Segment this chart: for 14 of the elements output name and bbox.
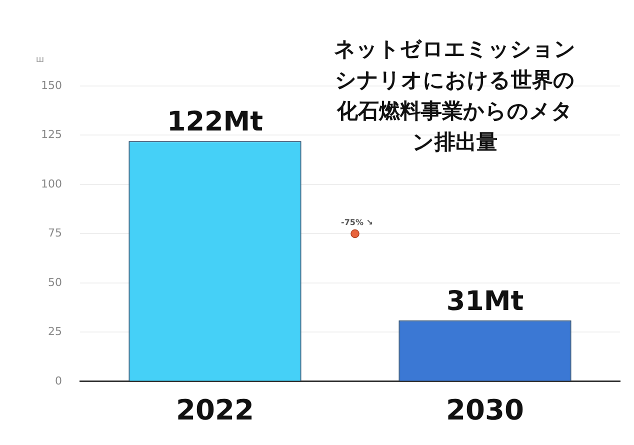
x-tick-label: 2030 bbox=[446, 393, 524, 426]
y-tick-label: 150 bbox=[41, 78, 62, 92]
y-tick-label: 125 bbox=[41, 128, 62, 142]
y-tick-label: 0 bbox=[55, 374, 62, 388]
annotation: -75% ↘ bbox=[341, 218, 373, 227]
data-label: 122Mt bbox=[166, 106, 264, 138]
y-axis-title: ш bbox=[36, 54, 44, 65]
data-label: 31Mt bbox=[446, 286, 524, 317]
chart-title: ネットゼロエミッションシナリオにおける世界の化石燃料事業からのメタン排出量 bbox=[333, 36, 577, 156]
y-tick-label: 75 bbox=[48, 226, 62, 240]
y-tick-label: 50 bbox=[48, 276, 62, 289]
y-tick-label: 100 bbox=[41, 177, 62, 190]
y-tick-label: 25 bbox=[48, 325, 62, 338]
x-tick-label: 2022 bbox=[176, 393, 254, 426]
